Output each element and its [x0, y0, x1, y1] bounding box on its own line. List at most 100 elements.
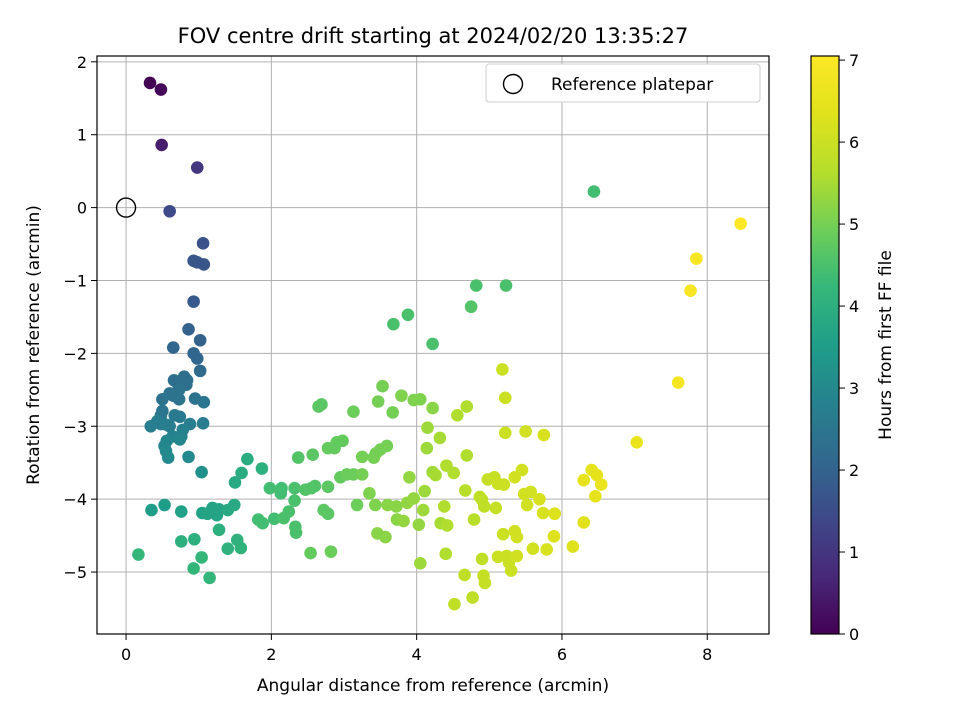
scatter-point [289, 526, 303, 539]
scatter-point [163, 419, 176, 433]
scatter-point [234, 541, 248, 555]
legend-marker [502, 73, 524, 95]
plot-area: 0 2 4 6 8 2 1 0 −1 −2 −3 −4 −5 [63, 53, 770, 664]
scatter-point [144, 419, 158, 433]
scatter-point [439, 547, 453, 561]
scatter-point [187, 562, 200, 575]
scatter-point [510, 530, 524, 544]
scatter-point [315, 398, 328, 411]
scatter-point [182, 323, 195, 336]
legend-box [485, 63, 761, 103]
scatter-point [548, 507, 561, 521]
scatter-point [187, 295, 200, 308]
colorbar-tick-label: 6 [849, 133, 859, 152]
scatter-point [467, 513, 481, 526]
scatter-point [429, 468, 442, 482]
y-tick-label: −4 [63, 490, 87, 509]
scatter-point [195, 465, 208, 479]
colorbar-tick-label: 7 [849, 51, 859, 70]
scatter-point [321, 507, 335, 521]
scatter-point [196, 237, 210, 250]
x-tick-label: 2 [266, 645, 276, 664]
scatter-point [478, 576, 492, 590]
colorbar-tick-label: 5 [849, 215, 859, 234]
y-axis-ticks: 2 1 0 −1 −2 −3 −4 −5 [63, 53, 97, 582]
scatter-point [515, 463, 529, 477]
scatter-point [145, 503, 158, 517]
scatter-point [241, 452, 254, 466]
scatter-point [469, 279, 483, 292]
scatter-point [321, 480, 335, 494]
scatter-point [426, 337, 439, 351]
scatter-point [587, 185, 601, 198]
x-tick-label: 6 [557, 645, 567, 664]
scatter-point [274, 487, 288, 500]
reference-point [115, 197, 137, 218]
y-tick-label: 0 [77, 199, 87, 218]
scatter-point [403, 470, 416, 484]
scatter-point [421, 421, 434, 435]
y-tick-label: −2 [63, 344, 87, 363]
scatter-point [458, 568, 471, 582]
scatter-point [395, 389, 408, 402]
scatter-point [256, 516, 269, 530]
colorbar-tick-label: 2 [849, 461, 859, 480]
scatter-point [201, 507, 214, 521]
scatter-point [390, 500, 403, 513]
scatter-point [536, 506, 550, 520]
scatter-point [566, 540, 580, 553]
scatter-point [355, 450, 369, 464]
scatter-point [347, 405, 360, 418]
scatter-point [489, 501, 503, 515]
scatter-point [154, 83, 168, 96]
scatter-point [163, 204, 176, 218]
scatter-point [547, 530, 561, 543]
scatter-point [368, 498, 382, 512]
scatter-point [460, 400, 474, 413]
scatter-point [520, 498, 534, 512]
scatter-point [174, 535, 188, 548]
scatter-point [196, 417, 210, 430]
colorbar-tick-label: 1 [849, 543, 859, 562]
scatter-point [190, 352, 204, 365]
scatter-point [420, 441, 434, 455]
scatter-point [464, 300, 478, 314]
scatter-point [519, 425, 532, 438]
scatter-point [161, 451, 175, 464]
scatter-point [504, 564, 518, 577]
scatter-point [166, 341, 180, 354]
y-tick-label: −5 [63, 563, 87, 582]
scatter-point [376, 379, 389, 393]
scatter-point [475, 552, 489, 566]
scatter-point [350, 498, 364, 512]
scatter-point [590, 468, 604, 482]
scatter-point [416, 503, 430, 517]
scatter-point [466, 591, 479, 604]
scatter-point [193, 333, 207, 347]
chart-title: FOV centre drift starting at 2024/02/20 … [178, 24, 689, 48]
colorbar: 0 1 2 3 4 5 6 7 Hours from first FF file [810, 51, 896, 644]
scatter-point [459, 484, 472, 497]
scatter-point [734, 217, 747, 230]
x-tick-label: 8 [702, 645, 712, 664]
scatter-point [497, 478, 511, 491]
y-tick-label: −1 [63, 271, 87, 290]
scatter-point [577, 473, 591, 487]
scatter-point [533, 492, 546, 506]
scatter-points [132, 76, 747, 611]
scatter-point [589, 489, 602, 503]
scatter-point [173, 433, 187, 446]
scatter-point [510, 549, 524, 563]
scatter-point [401, 308, 415, 322]
y-tick-label: 2 [77, 53, 87, 72]
colorbar-label: Hours from first FF file [876, 250, 896, 440]
scatter-point [412, 518, 426, 531]
scatter-point [460, 449, 474, 462]
scatter-point [418, 484, 431, 498]
scatter-point [594, 478, 608, 491]
y-tick-label: 1 [77, 126, 87, 145]
colorbar-gradient [810, 55, 840, 635]
scatter-point [437, 500, 451, 513]
scatter-point [363, 487, 376, 500]
